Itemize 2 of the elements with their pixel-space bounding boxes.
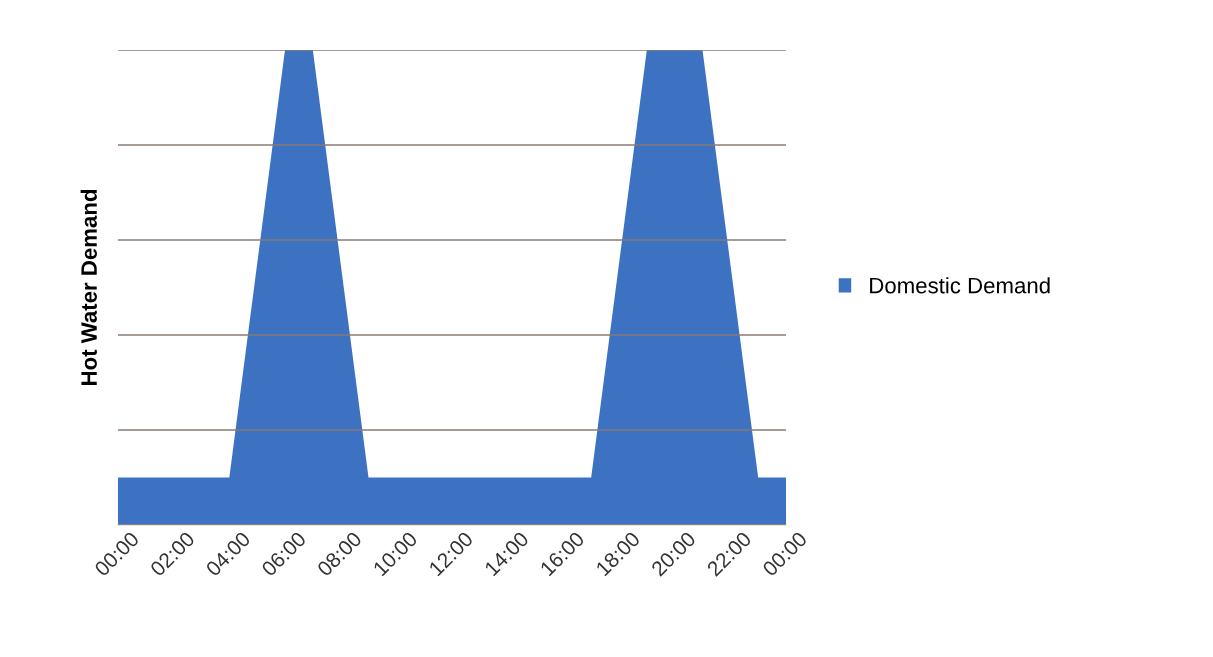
legend-label: Domestic Demand xyxy=(870,277,1050,294)
y-axis-title: Hot Water Demand xyxy=(80,189,97,385)
